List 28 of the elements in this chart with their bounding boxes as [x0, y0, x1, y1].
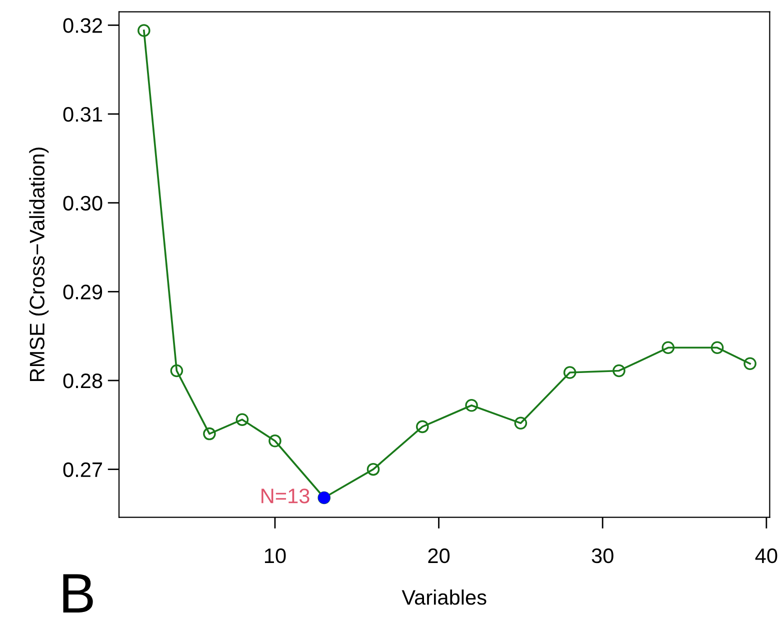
- annotation: N=13: [262, 488, 310, 504]
- point: [744, 357, 756, 370]
- y-tick-label: 0.30: [63, 196, 102, 211]
- x-tick-label: 10: [264, 548, 286, 564]
- point: [138, 24, 150, 37]
- y-tick-label: 0.29: [63, 284, 102, 300]
- point: [236, 413, 249, 426]
- point: [203, 427, 216, 440]
- point: [366, 462, 380, 476]
- text: B: [63, 574, 93, 612]
- y-tick-label: 0.27: [63, 462, 102, 478]
- point: [465, 398, 478, 412]
- point: [514, 416, 528, 430]
- point: [612, 364, 626, 378]
- x-tick-label: 40: [755, 548, 778, 564]
- point: [268, 434, 282, 448]
- point: [416, 420, 429, 434]
- point: [710, 341, 724, 354]
- y-axis-title: RMSE (Cross−Validation): [29, 148, 49, 382]
- y-tick-label: 0.32: [63, 18, 102, 33]
- y-tick-label: 0.28: [63, 374, 102, 388]
- point: [563, 366, 576, 379]
- point: [170, 364, 184, 378]
- y-tick-label: 0.31: [63, 107, 102, 122]
- x-tick-label: 20: [428, 548, 450, 564]
- x-axis-title: Variables: [402, 589, 486, 605]
- x-tick-label: 30: [592, 548, 614, 564]
- point: [662, 341, 675, 354]
